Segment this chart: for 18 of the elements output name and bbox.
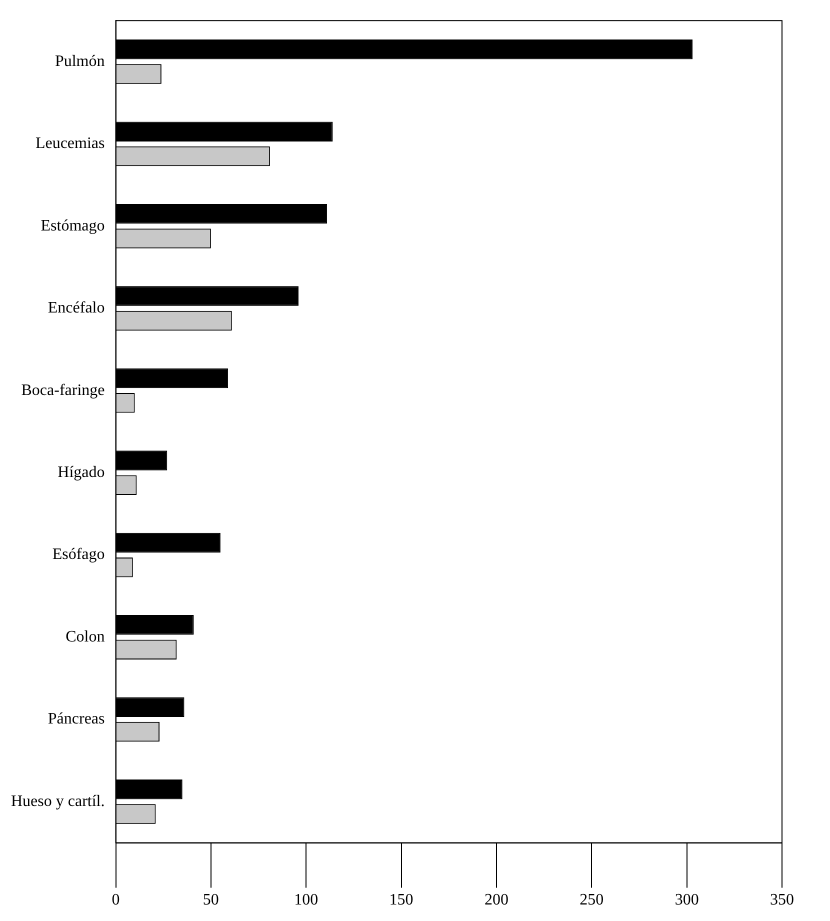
y-tick-label: Hueso y cartíl.	[11, 792, 105, 810]
x-tick-label: 250	[580, 892, 604, 909]
x-tick-label: 50	[202, 892, 219, 909]
x-tick-label: 350	[770, 892, 794, 909]
x-tick-label: 100	[294, 892, 318, 909]
y-tick-label: Colon	[66, 628, 105, 646]
y-tick-label: Encéfalo	[48, 300, 105, 317]
y-tick-label: Esófago	[52, 546, 105, 564]
y-tick-label: Boca-faringe	[21, 382, 105, 399]
x-tick-label: 200	[484, 892, 508, 909]
y-tick-label: Hígado	[58, 464, 105, 482]
x-tick-label: 300	[674, 892, 699, 909]
x-tick-label: 0	[112, 892, 120, 909]
y-tick-label: Páncreas	[48, 710, 105, 728]
x-tick-label: 150	[389, 892, 414, 909]
y-tick-label: Estómago	[40, 217, 105, 234]
y-tick-label: Leucemias	[35, 135, 105, 152]
y-tick-label: Pulmón	[54, 52, 105, 70]
